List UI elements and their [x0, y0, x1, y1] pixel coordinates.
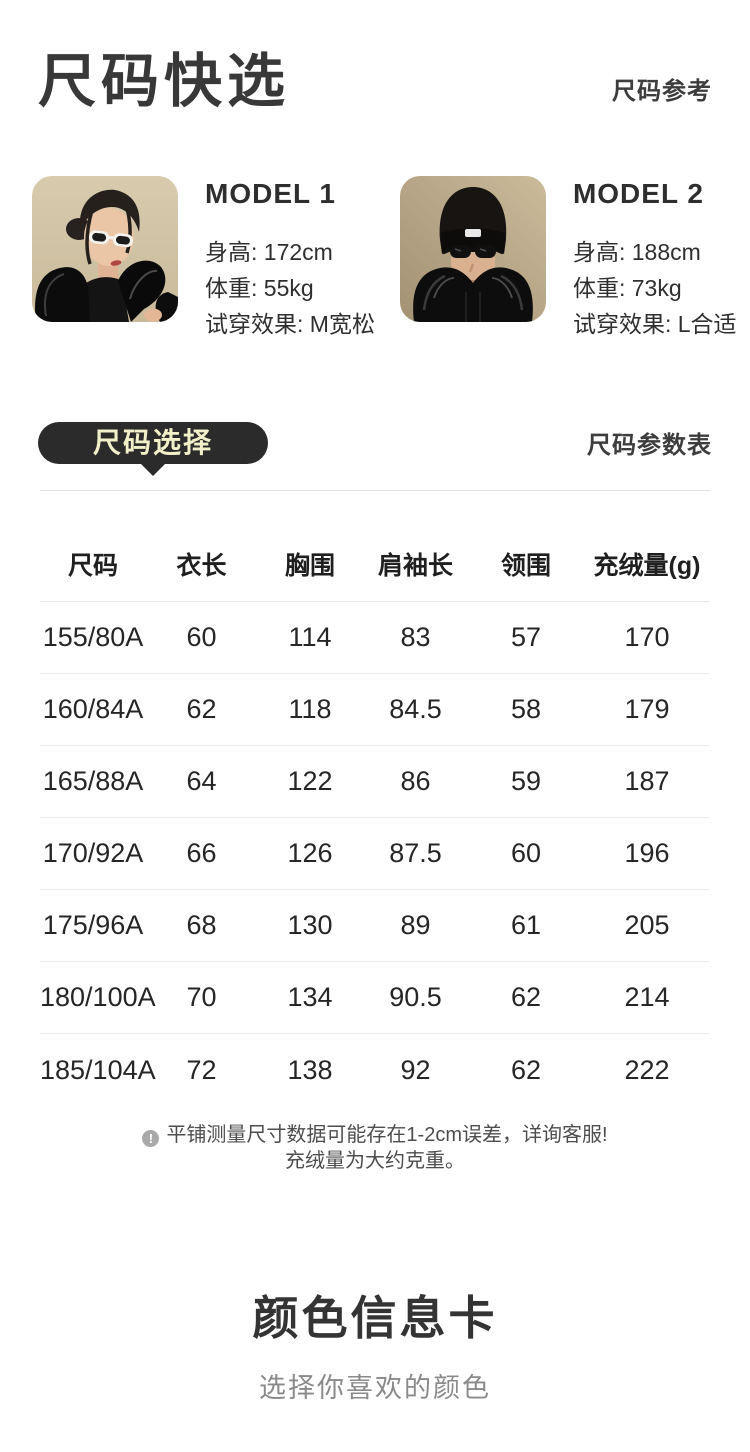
table-cell: 90.5: [389, 981, 442, 1012]
table-cell: 155/80A: [42, 621, 144, 652]
model1-stats: 身高: 172cm 体重: 55kg 试穿效果: M宽松: [205, 234, 375, 342]
model2-info: MODEL 2 身高: 188cm 体重: 73kg 试穿效果: L合适: [573, 176, 737, 342]
table-cell: 62: [186, 693, 217, 724]
model1-weight: 体重: 55kg: [205, 274, 314, 301]
table-row: 155/80A 60 114 83 57 170: [40, 602, 710, 674]
size-table: 尺码 衣长 胸围 肩袖长 领围 充绒量(g) 155/80A 60 114 83…: [40, 528, 710, 1108]
table-cell: 72: [186, 1055, 217, 1086]
model-card-1: MODEL 1 身高: 172cm 体重: 55kg 试穿效果: M宽松: [32, 175, 375, 342]
model-cards-row: MODEL 1 身高: 172cm 体重: 55kg 试穿效果: M宽松: [0, 175, 750, 342]
table-header-cell: 肩袖长: [377, 552, 453, 581]
table-cell: 114: [288, 621, 332, 652]
model2-height: 身高: 188cm: [572, 238, 701, 265]
table-cell: 187: [624, 765, 670, 796]
model2-fit: 试穿效果: L合适: [572, 310, 737, 337]
table-cell: 196: [624, 837, 670, 868]
table-cell: 62: [510, 981, 542, 1012]
model2-name: MODEL 2: [572, 177, 704, 209]
table-cell: 84.5: [389, 693, 442, 724]
table-header-cell: 尺码: [67, 552, 118, 581]
table-cell: 89: [400, 909, 431, 940]
divider-line: [40, 489, 710, 491]
table-cell: 60: [510, 837, 542, 868]
table-row: 165/88A 64 122 86 59 187: [40, 746, 710, 818]
table-cell: 122: [287, 765, 333, 796]
color-section-subtitle: 选择你喜欢的颜色: [259, 1372, 491, 1403]
table-cell: 134: [287, 981, 333, 1012]
table-cell: 86: [400, 765, 431, 796]
female-model-illustration: [32, 175, 178, 322]
color-section-title: 颜色信息卡: [252, 1291, 498, 1344]
size-select-badge[interactable]: 尺码选择: [38, 421, 269, 464]
table-header-cell: 充绒量(g): [593, 552, 701, 581]
table-cell: 160/84A: [42, 693, 144, 724]
table-row: 180/100A 70 134 90.5 62 214: [40, 962, 710, 1034]
model1-name: MODEL 1: [205, 177, 336, 209]
table-cell: 165/88A: [42, 765, 144, 796]
table-header-cell: 胸围: [284, 552, 335, 581]
table-cell: 179: [624, 693, 670, 724]
table-row: 160/84A 62 118 84.5 58 179: [40, 674, 710, 746]
table-cell: 180/100A: [40, 981, 156, 1012]
model2-photo: [399, 175, 546, 322]
exclamation-circle-icon: !: [142, 1129, 160, 1147]
male-model-illustration: [399, 175, 546, 322]
page-title: 尺码快选: [38, 49, 291, 114]
table-cell: 59: [510, 765, 542, 796]
table-cell: 126: [287, 837, 333, 868]
table-header-cell: 衣长: [176, 552, 227, 581]
table-cell: 61: [510, 909, 542, 940]
table-cell: 118: [288, 693, 332, 724]
note-text-1: 平铺测量尺寸数据可能存在1-2cm误差，详询客服!: [166, 1123, 608, 1146]
table-cell: 170: [624, 621, 670, 652]
table-cell: 222: [624, 1055, 670, 1086]
table-cell: 87.5: [389, 837, 442, 868]
table-cell: 68: [186, 909, 217, 940]
model1-height: 身高: 172cm: [205, 238, 333, 265]
model1-info: MODEL 1 身高: 172cm 体重: 55kg 试穿效果: M宽松: [205, 176, 375, 342]
model1-fit: 试穿效果: M宽松: [205, 310, 375, 337]
size-table-label: 尺码参数表: [587, 432, 712, 460]
table-cell: 57: [510, 621, 542, 652]
table-row: 185/104A 72 138 92 62 222: [40, 1034, 710, 1108]
measurement-note: ! 平铺测量尺寸数据可能存在1-2cm误差，详询客服! 充绒量为大约克重。: [0, 1122, 750, 1174]
table-cell: 175/96A: [42, 909, 144, 940]
model2-weight: 体重: 73kg: [572, 274, 682, 301]
table-cell: 60: [186, 621, 217, 652]
model2-stats: 身高: 188cm 体重: 73kg 试穿效果: L合适: [573, 234, 737, 342]
table-cell: 205: [624, 909, 670, 940]
table-cell: 66: [186, 837, 217, 868]
header-right-label: 尺码参考: [612, 77, 712, 105]
table-cell: 138: [287, 1055, 333, 1086]
table-header-row: 尺码 衣长 胸围 肩袖长 领围 充绒量(g): [40, 528, 710, 602]
model-card-2: MODEL 2 身高: 188cm 体重: 73kg 试穿效果: L合适: [399, 175, 737, 342]
table-row: 170/92A 66 126 87.5 60 196: [40, 818, 710, 890]
table-cell: 130: [287, 909, 333, 940]
table-row: 175/96A 68 130 89 61 205: [40, 890, 710, 962]
table-cell: 214: [624, 981, 670, 1012]
table-cell: 64: [186, 765, 217, 796]
table-cell: 92: [400, 1055, 431, 1086]
table-cell: 185/104A: [40, 1055, 156, 1086]
note-line-1: ! 平铺测量尺寸数据可能存在1-2cm误差，详询客服!: [0, 1122, 750, 1148]
table-cell: 70: [186, 981, 217, 1012]
table-header-cell: 领围: [500, 552, 551, 581]
note-line-2: 充绒量为大约克重。: [285, 1149, 465, 1172]
model1-photo: [32, 175, 178, 322]
table-cell: 62: [510, 1055, 542, 1086]
size-select-row: 尺码选择 尺码参数表: [0, 421, 750, 464]
table-cell: 83: [400, 621, 431, 652]
header: 尺码快选 尺码参考: [0, 0, 750, 114]
table-cell: 170/92A: [42, 837, 144, 868]
table-cell: 58: [510, 693, 542, 724]
